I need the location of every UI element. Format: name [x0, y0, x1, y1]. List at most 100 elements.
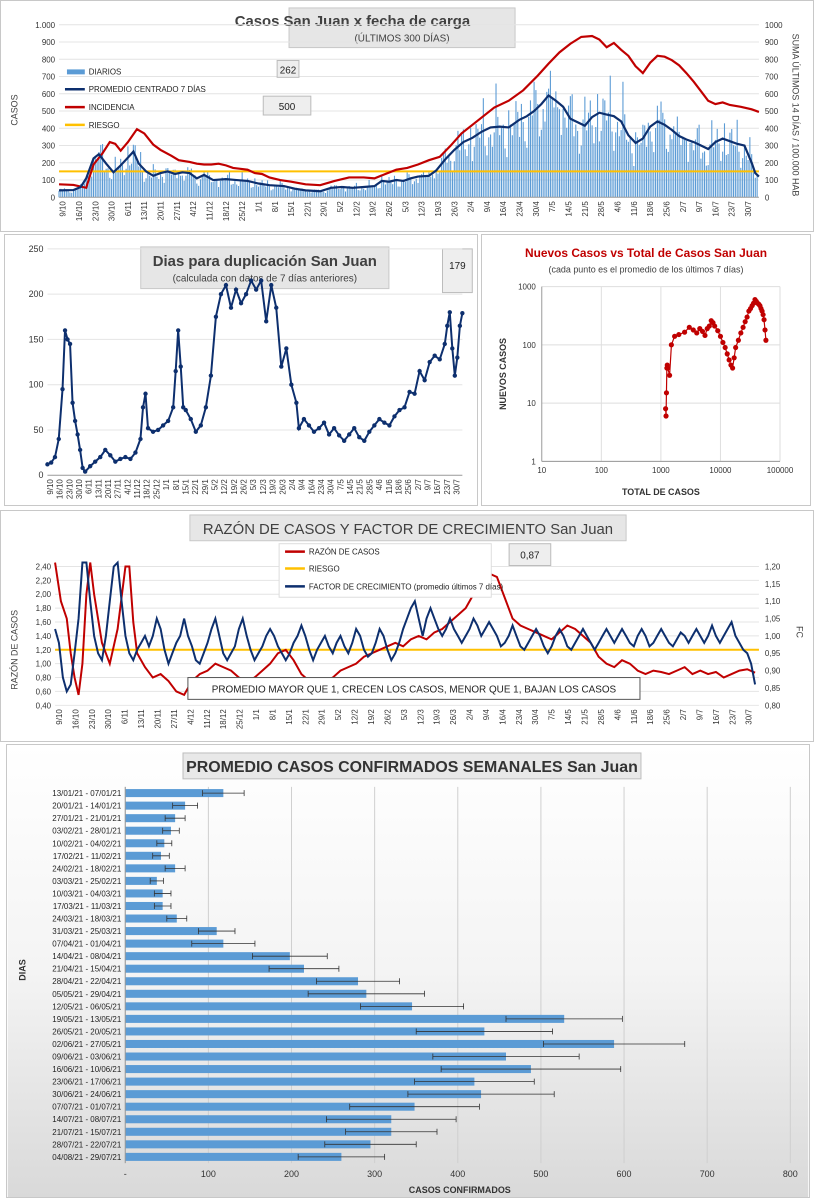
doubling-point — [377, 416, 382, 422]
daily-bar — [439, 171, 441, 198]
daily-bar — [120, 158, 122, 198]
daily-bar — [161, 176, 163, 198]
daily-bar — [346, 188, 348, 198]
daily-bar — [515, 101, 517, 198]
daily-bar — [433, 178, 435, 198]
daily-bar — [419, 175, 421, 198]
daily-bar — [426, 176, 428, 198]
x-tick-label: 26/3 — [450, 201, 459, 217]
daily-bar — [218, 187, 220, 198]
annotation-box — [442, 248, 473, 294]
x-tick-label: 28/5 — [597, 201, 606, 217]
daily-bar — [116, 170, 118, 198]
doubling-point — [118, 456, 123, 462]
daily-bar — [395, 181, 397, 198]
scatter-point — [744, 314, 750, 320]
week-bar — [125, 1152, 342, 1161]
annotation-box — [276, 59, 300, 78]
doubling-point — [341, 438, 347, 444]
daily-bar — [348, 185, 350, 198]
daily-bar — [711, 120, 713, 198]
y-tick-label: 0,40 — [36, 701, 52, 710]
y-tick-label: 100 — [42, 176, 56, 185]
category-label: 12/05/21 - 06/05/21 — [52, 1002, 122, 1011]
doubling-point — [93, 459, 98, 464]
daily-bar — [87, 173, 89, 198]
daily-bar — [747, 160, 749, 198]
week-bar — [125, 801, 186, 810]
scatter-point — [738, 330, 744, 336]
scatter-point — [672, 333, 678, 339]
x-tick-label: 27/11 — [170, 709, 179, 729]
daily-bar — [169, 170, 171, 198]
week-bar — [125, 789, 224, 798]
daily-bar — [283, 186, 285, 198]
daily-bar — [471, 161, 473, 198]
daily-bar — [187, 167, 189, 198]
daily-bar — [257, 186, 260, 198]
daily-bar — [740, 167, 742, 198]
chart-title: PROMEDIO CASOS CONFIRMADOS SEMANALES San… — [186, 759, 638, 776]
week-bar — [125, 914, 177, 923]
daily-bar — [308, 191, 310, 198]
x-tick-label: 600 — [617, 1169, 632, 1179]
daily-bar — [506, 157, 508, 198]
x-tick-label: 20/11 — [104, 479, 113, 499]
x-tick-label: 18/12 — [143, 479, 152, 499]
daily-bar — [738, 151, 740, 198]
category-label: 13/01/21 - 07/01/21 — [52, 789, 122, 798]
x-tick-label: 12/2 — [220, 479, 229, 495]
daily-bar — [640, 142, 642, 198]
y-tick-label: 800 — [42, 55, 56, 64]
doubling-point — [372, 423, 377, 428]
doubling-point — [243, 291, 249, 297]
daily-bar — [531, 115, 533, 198]
y-tick-label: 1,60 — [36, 618, 52, 627]
daily-bar — [156, 176, 158, 198]
average-line — [59, 94, 760, 193]
daily-bar — [384, 184, 386, 198]
y-tick-label: 2,00 — [36, 590, 52, 599]
daily-bar — [354, 185, 356, 198]
daily-bar — [288, 188, 290, 198]
y-tick-label: 100 — [523, 341, 537, 350]
doubling-point — [269, 282, 274, 288]
daily-bar — [270, 190, 272, 198]
daily-bar — [91, 176, 93, 198]
y-tick-label: 250 — [29, 244, 44, 254]
daily-bar — [230, 184, 232, 198]
daily-bar — [723, 123, 726, 198]
daily-bar — [533, 81, 535, 198]
daily-bar — [703, 151, 706, 198]
daily-bar — [718, 143, 720, 198]
daily-bar — [236, 184, 238, 198]
daily-bar — [363, 188, 365, 198]
x-tick-label: 9/4 — [298, 479, 307, 491]
y-tick-label: 200 — [42, 159, 56, 168]
week-bar — [125, 939, 224, 948]
daily-bar — [373, 185, 376, 198]
daily-bar — [626, 139, 628, 198]
x-tick-label: - — [124, 1169, 127, 1179]
scatter-point — [762, 327, 768, 333]
daily-bar — [606, 120, 608, 198]
x-tick-label: 9/10 — [46, 479, 55, 495]
daily-bar — [413, 181, 415, 198]
daily-bar — [684, 139, 686, 198]
x-tick-label: 11/12 — [203, 709, 212, 728]
daily-bar — [480, 124, 483, 198]
daily-bar — [326, 190, 328, 198]
doubling-point — [259, 278, 264, 283]
daily-bar — [299, 189, 301, 198]
daily-bar — [673, 126, 675, 198]
y2-tick-label: 700 — [765, 73, 779, 82]
y-tick-label: 1 — [531, 457, 536, 466]
chart-title: Dias para duplicación San Juan — [153, 254, 377, 270]
doubling-point — [56, 436, 61, 442]
daily-bar — [219, 180, 221, 198]
y-tick-label: 600 — [42, 90, 56, 99]
daily-bar — [620, 130, 622, 198]
daily-bar — [63, 188, 66, 198]
daily-bar — [432, 174, 434, 198]
daily-bar — [716, 128, 718, 198]
